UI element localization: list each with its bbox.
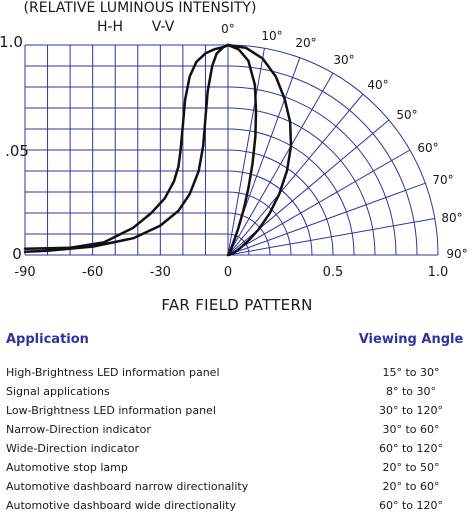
application-cell: Narrow-Direction indicator (6, 423, 151, 436)
x-tick-label: -90 (14, 265, 35, 280)
x-tick-label: -30 (150, 265, 171, 280)
viewing-angle-cell: 30° to 120° (378, 404, 444, 417)
series-line-v-v-polar (226, 43, 258, 257)
legend-entry-h-h: H-H (97, 19, 123, 35)
angle-label: 60° (417, 141, 438, 155)
polar-ring (227, 44, 439, 256)
angle-label: 40° (367, 78, 388, 92)
intensity-curves (23, 43, 293, 257)
legend-entry-v-v: V-V (152, 19, 175, 35)
polar-ring (227, 149, 334, 256)
application-cell: Wide-Direction indicator (6, 442, 140, 455)
application-cell: High-Brightness LED information panel (6, 366, 220, 379)
x-tick-label: 0.5 (323, 265, 344, 280)
angle-label: 20° (295, 36, 316, 50)
polar-spoke (227, 93, 364, 256)
x-tick-label: 1.0 (428, 265, 449, 280)
y-tick-label: 1.0 (0, 33, 23, 51)
far-field-chart: (RELATIVE LUMINOUS INTENSITY) H-H V-V 0°… (0, 0, 468, 280)
application-cell: Automotive dashboard wide directionality (6, 499, 236, 512)
angle-label: 80° (441, 211, 462, 225)
polar-spoke (227, 72, 334, 256)
table-row: Automotive dashboard narrow directionali… (6, 477, 466, 496)
polar-spoke (227, 182, 426, 256)
application-cell: Automotive dashboard narrow directionali… (6, 480, 249, 493)
angle-label: 30° (333, 53, 354, 67)
viewing-angle-cell: 20° to 50° (382, 461, 440, 474)
column-header-viewing-angle: Viewing Angle (358, 332, 464, 347)
angle-label: 90° (446, 247, 467, 261)
angle-label: 50° (396, 108, 417, 122)
table-row: Signal applications 8° to 30° (6, 382, 466, 401)
series-line-h-h-polar (226, 43, 293, 257)
series-line-v-v-cartesian (23, 43, 230, 254)
column-header-application: Application (6, 332, 89, 347)
table-row: Automotive dashboard wide directionality… (6, 496, 466, 515)
polar-ring (227, 107, 376, 256)
polar-ring (227, 170, 313, 256)
polar-ring (227, 191, 292, 256)
axis-ticks: 0° 10° 20° 30° 40° 50° 60° 70° 80° 90° 0 .05 1.0 -90 -… (0, 22, 468, 280)
angle-label: 10° (261, 29, 282, 43)
chart-title: (RELATIVE LUMINOUS INTENSITY) (24, 0, 257, 16)
application-cell: Signal applications (6, 385, 110, 398)
viewing-angle-cell: 30° to 60° (382, 423, 440, 436)
cartesian-grid (24, 44, 229, 256)
polar-spoke (227, 48, 265, 256)
viewing-angle-cell: 60° to 120° (378, 499, 444, 512)
x-tick-label: -60 (82, 265, 103, 280)
viewing-angle-cell: 8° to 30° (385, 385, 437, 398)
application-cell: Low-Brightness LED information panel (6, 404, 216, 417)
viewing-angle-cell: 20° to 60° (382, 480, 440, 493)
polar-ring (227, 233, 250, 256)
table-header-row: Application Viewing Angle (6, 332, 466, 363)
polar-spoke (227, 149, 411, 256)
angle-label: 70° (432, 173, 453, 187)
application-cell: Automotive stop lamp (6, 461, 128, 474)
polar-ring (227, 65, 418, 256)
table-row: High-Brightness LED information panel 15… (6, 363, 466, 382)
polar-ring (227, 86, 397, 256)
x-tick-label: 0 (224, 265, 232, 280)
table-row: Automotive stop lamp 20° to 50° (6, 458, 466, 477)
series-line-h-h-cartesian (23, 43, 230, 250)
table-row: Low-Brightness LED information panel 30°… (6, 401, 466, 420)
angle-label: 0° (221, 22, 235, 36)
y-tick-label: 0 (12, 245, 22, 263)
table-row: Narrow-Direction indicator 30° to 60° (6, 420, 466, 439)
table-row: Wide-Direction indicator 60° to 120° (6, 439, 466, 458)
viewing-angle-cell: 15° to 30° (382, 366, 440, 379)
figure-caption: FAR FIELD PATTERN (161, 296, 313, 314)
viewing-angle-cell: 60° to 120° (378, 442, 444, 455)
y-tick-label: .05 (5, 142, 29, 160)
viewing-angle-table: Application Viewing Angle High-Brightnes… (6, 332, 466, 515)
polar-spoke (227, 218, 435, 256)
